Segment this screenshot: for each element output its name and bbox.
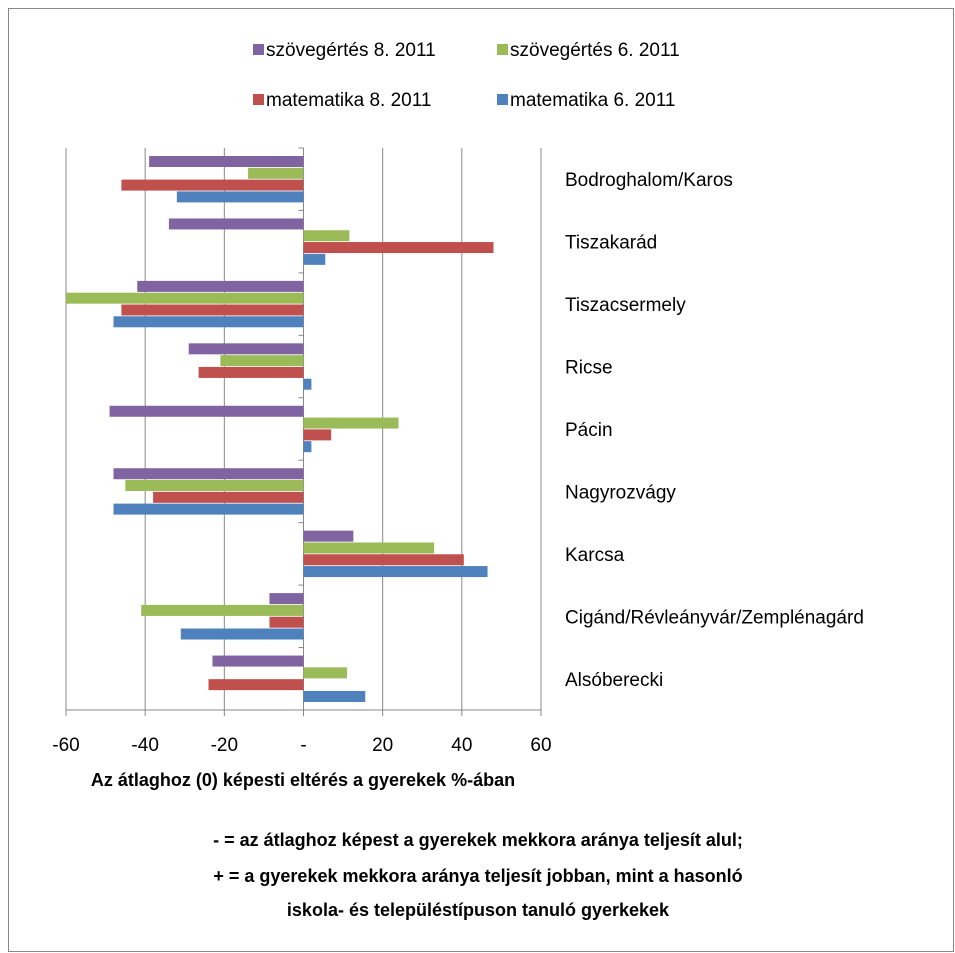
bar [113, 503, 304, 515]
bar [303, 667, 348, 679]
bar [180, 628, 304, 640]
category-label: Cigánd/Révleányvár/Zemplénagárd [565, 607, 864, 628]
bar [153, 491, 304, 503]
bar [303, 378, 312, 390]
bar [303, 417, 399, 429]
bar [303, 242, 494, 254]
bar [208, 679, 304, 691]
bar [303, 441, 312, 453]
chart-frame [8, 8, 954, 952]
bar [303, 690, 366, 702]
bar [168, 218, 304, 230]
bar [125, 480, 304, 492]
bar [176, 191, 304, 203]
legend-label: matematika 8. 2011 [266, 90, 431, 111]
x-tick-label: - [300, 735, 306, 756]
legend-swatch [253, 44, 264, 55]
category-label: Tiszacsermely [565, 295, 686, 316]
bar [303, 554, 464, 566]
category-label: Pácin [565, 420, 613, 441]
bar [66, 292, 304, 304]
x-axis-title: Az átlaghoz (0) képesti eltérés a gyerek… [91, 770, 515, 790]
bar [303, 566, 488, 578]
legend-swatch [497, 94, 508, 105]
bar [248, 167, 304, 179]
bar [198, 366, 304, 378]
legend-label: matematika 6. 2011 [510, 90, 675, 111]
bar [121, 179, 304, 191]
x-tick-label: 60 [530, 735, 551, 756]
legend-label: szövegértés 6. 2011 [510, 40, 680, 61]
x-tick-label: 40 [451, 735, 472, 756]
bar [303, 429, 332, 441]
bar [212, 655, 304, 667]
x-tick-label: -60 [52, 735, 79, 756]
bar [109, 405, 304, 417]
category-label: Ricse [565, 358, 613, 379]
category-label: Nagyrozvágy [565, 482, 676, 503]
bar [303, 230, 350, 242]
bar [141, 604, 304, 616]
x-tick-label: -40 [131, 735, 158, 756]
bar [188, 343, 304, 355]
bar [220, 355, 304, 367]
bar [269, 593, 304, 605]
bar [269, 616, 304, 628]
annotation: + = a gyerekek mekkora aránya teljesít j… [213, 866, 742, 886]
legend-label: szövegértés 8. 2011 [266, 40, 436, 61]
category-label: Bodroghalom/Karos [565, 170, 733, 191]
annotation: iskola- és településtípuson tanuló gyerk… [287, 900, 670, 920]
bar [303, 530, 354, 542]
x-tick-label: 20 [372, 735, 393, 756]
annotation: - = az átlaghoz képest a gyerekek mekkor… [213, 830, 743, 850]
category-label: Alsóberecki [565, 670, 663, 691]
category-label: Tiszakarád [565, 233, 657, 254]
bar [303, 542, 435, 554]
bar [303, 253, 326, 265]
bar [121, 304, 304, 316]
bar [137, 280, 304, 292]
bar [149, 156, 304, 167]
legend-swatch [497, 44, 508, 55]
x-tick-label: -20 [211, 735, 238, 756]
legend-swatch [253, 94, 264, 105]
bar [113, 468, 304, 480]
bar [113, 316, 304, 328]
category-label: Karcsa [565, 545, 625, 566]
